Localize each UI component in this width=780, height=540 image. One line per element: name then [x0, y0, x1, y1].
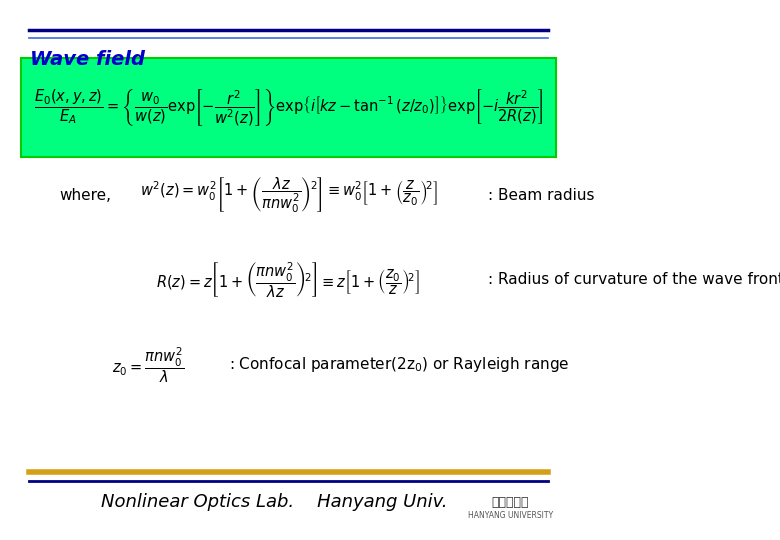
- Text: : Radius of curvature of the wave front: : Radius of curvature of the wave front: [488, 273, 780, 287]
- Text: : Beam radius: : Beam radius: [488, 187, 595, 202]
- Text: where,: where,: [59, 187, 112, 202]
- Text: $w^2(z) = w_0^2\left[1+\left(\dfrac{\lambda z}{\pi n w_0^2}\right)^{\!2}\right] : $w^2(z) = w_0^2\left[1+\left(\dfrac{\lam…: [140, 175, 438, 215]
- Text: Wave field: Wave field: [30, 50, 144, 69]
- Text: HANYANG UNIVERSITY: HANYANG UNIVERSITY: [468, 510, 553, 519]
- Text: $R(z) = z\left[1+\left(\dfrac{\pi n w_0^2}{\lambda z}\right)^{\!2}\right] \equiv: $R(z) = z\left[1+\left(\dfrac{\pi n w_0^…: [157, 260, 420, 300]
- FancyBboxPatch shape: [21, 58, 556, 157]
- Text: Nonlinear Optics Lab.    Hanyang Univ.: Nonlinear Optics Lab. Hanyang Univ.: [101, 493, 447, 511]
- Text: : Confocal parameter(2z$_0$) or Rayleigh range: : Confocal parameter(2z$_0$) or Rayleigh…: [229, 355, 570, 375]
- Text: $\dfrac{E_0(x,y,z)}{E_A} = \left\{\dfrac{w_0}{w(z)}\exp\!\left[-\dfrac{r^2}{w^2(: $\dfrac{E_0(x,y,z)}{E_A} = \left\{\dfrac…: [34, 87, 544, 129]
- Text: 한양대학교: 한양대학교: [491, 496, 530, 509]
- Text: $z_0 = \dfrac{\pi n w_0^2}{\lambda}$: $z_0 = \dfrac{\pi n w_0^2}{\lambda}$: [112, 345, 184, 385]
